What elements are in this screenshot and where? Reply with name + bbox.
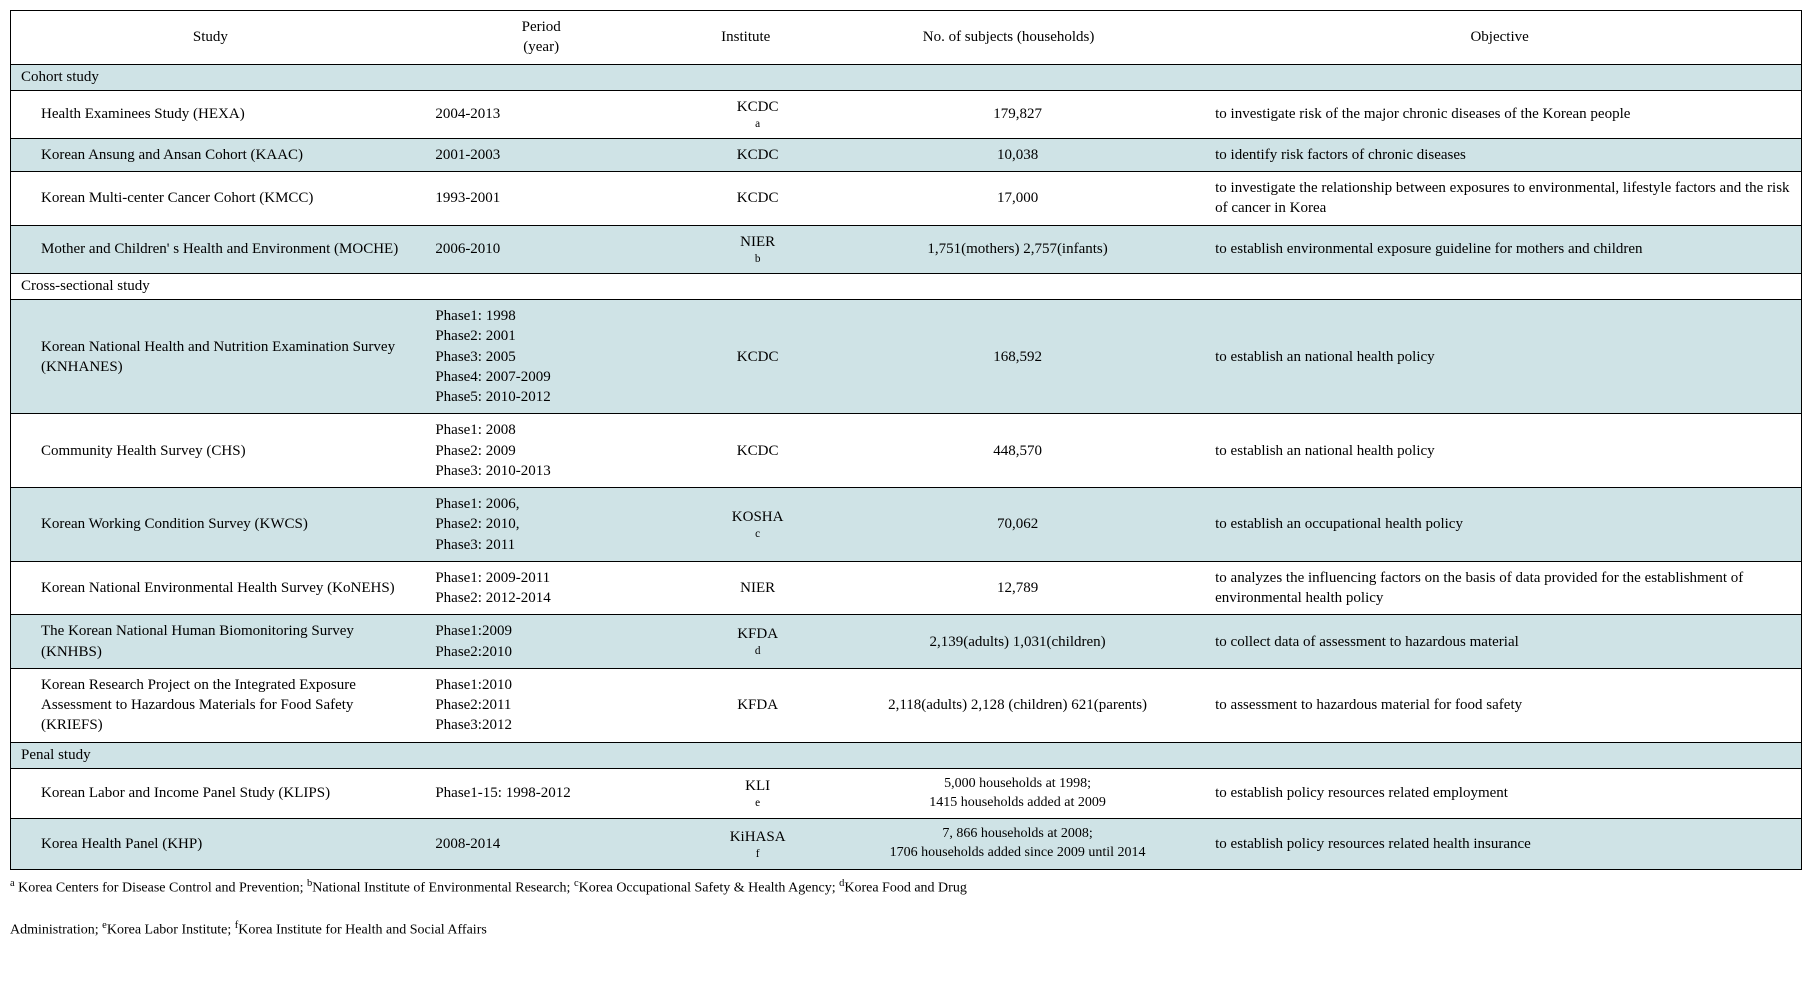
cell-period: 2001-2003: [425, 139, 685, 171]
cell-subjects: 2,139(adults) 1,031(children): [830, 615, 1205, 668]
section-cross: Cross-sectional study: [11, 274, 1801, 300]
cell-objective: to assessment to hazardous material for …: [1205, 669, 1801, 742]
cell-study: Health Examinees Study (HEXA): [11, 91, 425, 138]
cell-study: Korean Working Condition Survey (KWCS): [11, 488, 425, 561]
cell-institute: NIERb: [685, 226, 830, 273]
cell-institute: KOSHAc: [685, 488, 830, 561]
cell-subjects: 168,592: [830, 300, 1205, 413]
cell-study: The Korean National Human Biomonitoring …: [11, 615, 425, 668]
cell-period: 1993-2001: [425, 172, 685, 225]
cell-subjects: 7, 866 households at 2008; 1706 househol…: [830, 819, 1205, 869]
cell-study: Korean National Environmental Health Sur…: [11, 562, 425, 615]
cell-institute: KLIe: [685, 769, 830, 819]
row-chs: Community Health Survey (CHS) Phase1: 20…: [11, 414, 1801, 488]
cell-study: Korean National Health and Nutrition Exa…: [11, 300, 425, 413]
cell-period: Phase1:2010 Phase2:2011 Phase3:2012: [425, 669, 685, 742]
col-period: Period (year): [410, 11, 673, 64]
row-moche: Mother and Children' s Health and Enviro…: [11, 226, 1801, 274]
cell-subjects: 17,000: [830, 172, 1205, 225]
cell-institute: NIER: [685, 562, 830, 615]
cell-institute: KCDCa: [685, 91, 830, 138]
row-khp: Korea Health Panel (KHP) 2008-2014 KiHAS…: [11, 819, 1801, 870]
cell-objective: to investigate the relationship between …: [1205, 172, 1801, 225]
col-subjects: No. of subjects (households): [819, 11, 1198, 64]
cell-study: Korea Health Panel (KHP): [11, 819, 425, 869]
footnote-line-1: a Korea Centers for Disease Control and …: [10, 874, 1800, 902]
row-hexa: Health Examinees Study (HEXA) 2004-2013 …: [11, 91, 1801, 139]
cell-institute: KiHASAf: [685, 819, 830, 869]
studies-table: Study Period (year) Institute No. of sub…: [10, 10, 1802, 870]
row-kmcc: Korean Multi-center Cancer Cohort (KMCC)…: [11, 172, 1801, 226]
cell-objective: to establish an national health policy: [1205, 300, 1801, 413]
cell-period: Phase1: 2008 Phase2: 2009 Phase3: 2010-2…: [425, 414, 685, 487]
table-header-row: Study Period (year) Institute No. of sub…: [11, 11, 1801, 65]
cell-institute: KCDC: [685, 414, 830, 487]
cell-study: Korean Labor and Income Panel Study (KLI…: [11, 769, 425, 819]
section-penal: Penal study: [11, 743, 1801, 769]
cell-subjects: 448,570: [830, 414, 1205, 487]
cell-subjects: 70,062: [830, 488, 1205, 561]
row-kaac: Korean Ansung and Ansan Cohort (KAAC) 20…: [11, 139, 1801, 172]
row-knhbs: The Korean National Human Biomonitoring …: [11, 615, 1801, 669]
cell-study: Korean Multi-center Cancer Cohort (KMCC): [11, 172, 425, 225]
col-objective: Objective: [1198, 11, 1801, 64]
row-konehs: Korean National Environmental Health Sur…: [11, 562, 1801, 616]
row-kriefs: Korean Research Project on the Integrate…: [11, 669, 1801, 743]
footnote-line-2: Administration; eKorea Labor Institute; …: [10, 916, 1800, 944]
cell-institute: KFDAd: [685, 615, 830, 668]
cell-subjects: 12,789: [830, 562, 1205, 615]
cell-institute: KFDA: [685, 669, 830, 742]
footnotes: a Korea Centers for Disease Control and …: [10, 870, 1800, 945]
col-institute: Institute: [673, 11, 819, 64]
cell-study: Korean Research Project on the Integrate…: [11, 669, 425, 742]
row-klips: Korean Labor and Income Panel Study (KLI…: [11, 769, 1801, 820]
cell-subjects: 10,038: [830, 139, 1205, 171]
cell-objective: to collect data of assessment to hazardo…: [1205, 615, 1801, 668]
cell-objective: to establish an occupational health poli…: [1205, 488, 1801, 561]
cell-period: Phase1:2009 Phase2:2010: [425, 615, 685, 668]
cell-period: 2006-2010: [425, 226, 685, 273]
row-kwcs: Korean Working Condition Survey (KWCS) P…: [11, 488, 1801, 562]
section-cohort: Cohort study: [11, 65, 1801, 91]
cell-objective: to establish policy resources related em…: [1205, 769, 1801, 819]
col-study: Study: [11, 11, 410, 64]
cell-period: Phase1: 1998 Phase2: 2001 Phase3: 2005 P…: [425, 300, 685, 413]
row-knhanes: Korean National Health and Nutrition Exa…: [11, 300, 1801, 414]
cell-study: Korean Ansung and Ansan Cohort (KAAC): [11, 139, 425, 171]
cell-objective: to investigate risk of the major chronic…: [1205, 91, 1801, 138]
cell-objective: to establish an national health policy: [1205, 414, 1801, 487]
cell-subjects: 2,118(adults) 2,128 (children) 621(paren…: [830, 669, 1205, 742]
cell-subjects: 179,827: [830, 91, 1205, 138]
cell-objective: to analyzes the influencing factors on t…: [1205, 562, 1801, 615]
cell-subjects: 1,751(mothers) 2,757(infants): [830, 226, 1205, 273]
cell-period: Phase1-15: 1998-2012: [425, 769, 685, 819]
cell-institute: KCDC: [685, 139, 830, 171]
cell-institute: KCDC: [685, 172, 830, 225]
cell-period: 2008-2014: [425, 819, 685, 869]
cell-period: 2004-2013: [425, 91, 685, 138]
cell-study: Community Health Survey (CHS): [11, 414, 425, 487]
cell-study: Mother and Children' s Health and Enviro…: [11, 226, 425, 273]
cell-institute: KCDC: [685, 300, 830, 413]
cell-objective: to establish environmental exposure guid…: [1205, 226, 1801, 273]
cell-subjects: 5,000 households at 1998; 1415 household…: [830, 769, 1205, 819]
cell-period: Phase1: 2009-2011 Phase2: 2012-2014: [425, 562, 685, 615]
cell-objective: to establish policy resources related he…: [1205, 819, 1801, 869]
cell-period: Phase1: 2006, Phase2: 2010, Phase3: 2011: [425, 488, 685, 561]
cell-objective: to identify risk factors of chronic dise…: [1205, 139, 1801, 171]
